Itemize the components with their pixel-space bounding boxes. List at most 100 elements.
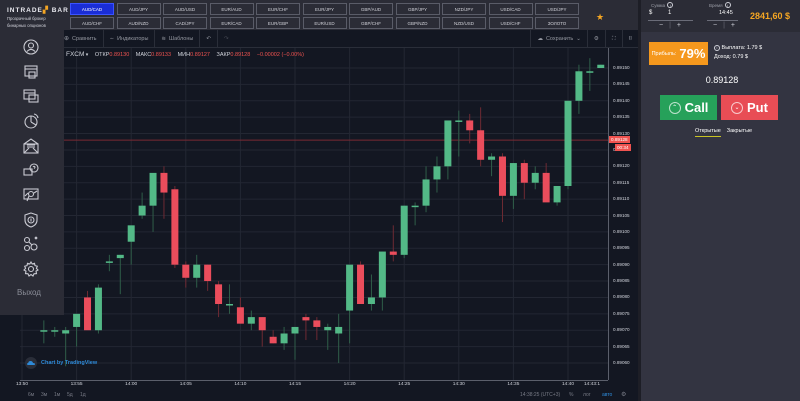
mail-icon[interactable]: [22, 137, 40, 155]
logout-button[interactable]: Выход: [17, 288, 41, 297]
candle: [171, 189, 179, 265]
currency-pair-button[interactable]: EUR/CHF: [256, 3, 300, 15]
time-tick-label: 14:43:1: [583, 382, 601, 387]
profit-label: Прибыль:: [651, 50, 677, 57]
time-label: Время: [709, 2, 723, 8]
time-increase-button[interactable]: +: [730, 22, 736, 29]
currency-pair-grid: AUD/CAD AUD/JPY AUD/USD EUR/AUD EUR/CHF EUR/J…: [70, 3, 579, 29]
indicators-label: Индикаторы: [117, 35, 149, 42]
info-icon[interactable]: i: [724, 2, 731, 8]
percent-toggle[interactable]: %: [569, 392, 574, 398]
currency-pair-button[interactable]: NZD/USD: [442, 17, 486, 29]
candle: [335, 326, 343, 334]
call-button[interactable]: ⌃ Call: [660, 95, 717, 120]
info-icon[interactable]: i: [714, 44, 720, 51]
tradingview-badge[interactable]: Chart by TradingView: [25, 357, 97, 369]
undo-icon: ↶: [206, 35, 211, 42]
currency-pair-button[interactable]: EUR/JPY: [302, 3, 347, 15]
price-tick-label: 0.89105: [613, 212, 630, 218]
time-tick-label: 14:40: [561, 382, 575, 387]
amount-input[interactable]: 1: [668, 10, 672, 16]
candle: [258, 317, 266, 331]
currency-pair-button[interactable]: AUD/CAD: [70, 3, 114, 15]
currency-pair-button[interactable]: AUD/USD: [163, 3, 207, 15]
currency-pair-button[interactable]: NZD/JPY: [442, 3, 486, 15]
currency-pair-button[interactable]: GBP/AUD: [349, 3, 393, 15]
candle: [422, 179, 430, 206]
candle: [455, 120, 463, 122]
undo-button[interactable]: ↶: [200, 29, 218, 48]
payout-info: i Выплата: 1.79 $ Доход: 0.79 $: [714, 44, 762, 62]
time-decrease-button[interactable]: −: [713, 22, 718, 29]
currency-pair-button[interactable]: GBP/CHF: [349, 17, 393, 29]
put-button[interactable]: ⌄ Put: [721, 95, 778, 120]
tab-closed-trades[interactable]: Закрытые: [726, 128, 753, 134]
window-stack-icon[interactable]: [22, 87, 40, 105]
candle: [542, 172, 550, 203]
price-tick-label: 0.89085: [613, 278, 630, 284]
timeframe-1d[interactable]: 1д: [80, 392, 86, 398]
info-icon[interactable]: i: [667, 2, 674, 8]
currency-pair-button[interactable]: CAD/JPY: [163, 17, 207, 29]
currency-pair-button[interactable]: AUD/CHF: [70, 17, 114, 29]
timeframe-3m[interactable]: 3м: [41, 392, 48, 398]
currency-pair-button[interactable]: AUD/JPY: [116, 3, 161, 15]
data-source[interactable]: FXCM: [66, 51, 85, 58]
price-axis[interactable]: 0.89150 0.89145 0.89140 0.89135 0.89130 0.891…: [608, 48, 638, 380]
tradingview-label: Chart by TradingView: [41, 360, 98, 366]
fullscreen-button[interactable]: ⛶: [604, 30, 622, 48]
presentation-search-icon[interactable]: [22, 186, 40, 204]
candlestick-chart[interactable]: [20, 48, 608, 380]
star-icon[interactable]: ★: [596, 12, 605, 22]
timeframe-5d[interactable]: 5д: [67, 392, 73, 398]
candle: [477, 130, 485, 160]
currency-pair-button[interactable]: USD/CHF: [488, 17, 533, 29]
indicators-button[interactable]: ∼ Индикаторы: [104, 29, 156, 48]
gear-icon[interactable]: [22, 260, 40, 278]
window-cards-icon[interactable]: [22, 63, 40, 81]
time-stepper: − | +: [713, 22, 736, 29]
auto-toggle[interactable]: авто: [602, 392, 613, 398]
timeframe-6m[interactable]: 6м: [28, 392, 35, 398]
shield-icon[interactable]: [22, 211, 40, 229]
log-toggle[interactable]: лог: [583, 392, 591, 398]
currency-pair-button[interactable]: GBP/JPY: [395, 3, 440, 15]
chart-toolbar: ⊕ Сравнить ∼ Индикаторы ≋ Шаблоны ↶ ↷ ☁ …: [20, 29, 638, 48]
currency-pair-button[interactable]: AUD/NZD: [116, 17, 161, 29]
screenshot-button[interactable]: ⌷: [621, 30, 638, 48]
account-balance: 2841,60 $: [750, 11, 791, 21]
currency-pair-button[interactable]: EUR/AUD: [209, 3, 254, 15]
timeframe-1m[interactable]: 1м: [54, 392, 61, 398]
candle: [313, 320, 321, 327]
currency-pair-button[interactable]: ЗОЛОТО: [535, 17, 579, 29]
candle: [116, 254, 124, 259]
redo-button[interactable]: ↷: [218, 30, 235, 48]
amount-increase-button[interactable]: +: [676, 22, 682, 29]
axis-settings-gear-icon[interactable]: ⚙: [621, 392, 627, 398]
chart-clock: 14:38:25 (UTC+3): [520, 392, 561, 398]
time-input[interactable]: 14:45: [719, 10, 733, 16]
currency-pair-button[interactable]: GBP/NZD: [395, 17, 440, 29]
profile-icon[interactable]: [22, 38, 40, 56]
chart-area[interactable]: ⊕ Сравнить ∼ Индикаторы ≋ Шаблоны ↶ ↷ ☁ …: [16, 29, 638, 401]
time-axis[interactable]: 13:50 13:55 14:00 14:05 14:10 14:15 14:20 14:25…: [16, 380, 608, 388]
pie-chart-icon[interactable]: [22, 112, 40, 130]
currency-pair-button[interactable]: EUR/GBP: [256, 17, 300, 29]
templates-button[interactable]: ≋ Шаблоны: [155, 29, 201, 48]
currency-pair-button[interactable]: USD/JPY: [535, 3, 579, 15]
help-chat-icon[interactable]: [22, 161, 40, 179]
income-value: Доход: 0.79 $: [714, 54, 748, 60]
save-button[interactable]: ☁ Сохранить ⌄: [530, 30, 586, 48]
tab-open-trades[interactable]: Открытые: [695, 128, 721, 137]
currency-pair-button[interactable]: EUR/CAD: [209, 17, 254, 29]
compare-button[interactable]: ⊕ Сравнить: [20, 29, 104, 48]
templates-icon: ≋: [161, 35, 167, 42]
amount-decrease-button[interactable]: −: [659, 22, 664, 29]
candle: [73, 313, 81, 327]
currency-pair-button[interactable]: EUR/USD: [302, 17, 347, 29]
network-users-icon[interactable]: [22, 235, 40, 253]
brand-logo[interactable]: INTRADE▞ BAR Прозрачный брокер бинарных …: [7, 6, 69, 28]
time-tick-label: 13:55: [70, 382, 83, 387]
currency-pair-button[interactable]: USD/CAD: [488, 3, 533, 15]
chart-settings-button[interactable]: ⚙: [586, 30, 605, 48]
